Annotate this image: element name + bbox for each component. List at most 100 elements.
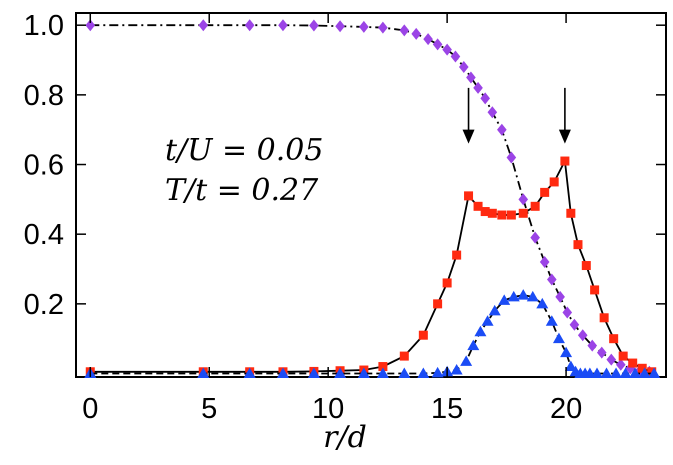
plot-border [75, 12, 667, 378]
y-tick-label: 0.2 [24, 289, 64, 321]
series-diamond [85, 19, 655, 378]
triangle-point [450, 364, 463, 375]
annotation-tt: T/t = 0.27 [165, 173, 319, 208]
diamond-point [466, 71, 476, 84]
square-point [378, 362, 388, 372]
triangle-point [648, 367, 661, 379]
square-point [590, 285, 600, 295]
square-point [609, 334, 619, 344]
square-point [464, 191, 474, 201]
square-point [433, 299, 443, 309]
diamond-point [518, 193, 529, 206]
diamond-point [480, 92, 490, 105]
diamond-point [606, 353, 617, 366]
square-point [418, 330, 428, 340]
square-point [452, 250, 462, 260]
square-point [549, 177, 559, 187]
triangle-point [357, 367, 370, 379]
x-tick-label: 10 [312, 393, 344, 425]
x-tick-label: 20 [550, 393, 582, 425]
diamond-point [596, 346, 607, 359]
triangle-point [600, 367, 613, 379]
diamond-point [423, 33, 433, 46]
triangle-point [526, 290, 539, 302]
square-point [618, 351, 628, 361]
triangle-point [552, 332, 565, 344]
diamond-point [530, 231, 540, 244]
triangle-point [638, 367, 651, 379]
square-point [566, 208, 576, 218]
diamond-point [359, 20, 369, 33]
triangle-point [536, 297, 549, 309]
series-layer [84, 19, 661, 379]
square-point [530, 201, 540, 211]
diamond-point [432, 38, 443, 51]
diamond-point [411, 27, 422, 40]
square-point [637, 363, 647, 373]
diamond-point [244, 19, 255, 32]
square-point [599, 313, 609, 323]
square-point [573, 240, 583, 250]
triangle-point [619, 367, 632, 379]
annotation-layer: t/U = 0.05 T/t = 0.27 [165, 87, 571, 208]
square-point [581, 261, 591, 271]
square-point [540, 187, 550, 197]
square-point [473, 201, 483, 211]
x-tick-label: 15 [431, 393, 463, 425]
diamond-point [85, 19, 96, 32]
triangle-point [334, 367, 347, 379]
diamond-point [378, 21, 388, 34]
ticks-layer: 0 5 10 15 20 0.2 0.4 0.6 0.8 1.0 [24, 10, 666, 425]
series-triangle [84, 289, 661, 379]
diamond-point [278, 19, 288, 32]
diamond-point [547, 273, 557, 286]
triangle-point [488, 304, 501, 316]
diamond-point [309, 19, 319, 32]
x-tick-label: 5 [201, 393, 217, 425]
square-point [399, 351, 409, 361]
triangle-point [431, 366, 444, 378]
triangle-point [398, 367, 411, 379]
square-point [560, 156, 570, 166]
triangle-point [629, 367, 642, 379]
triangle-point [460, 355, 473, 366]
diamond-point [577, 329, 588, 342]
diamond-point [450, 50, 461, 63]
triangle-point [545, 315, 558, 326]
triangle-point [307, 367, 320, 379]
arrow-head [462, 129, 475, 144]
triangle-point [474, 325, 487, 337]
diamond-point [539, 256, 550, 269]
y-tick-label: 0.6 [24, 150, 64, 182]
diamond-point [562, 306, 573, 319]
diamond-point [458, 60, 469, 73]
x-axis-label: r/d [323, 420, 367, 455]
diamond-point [587, 339, 598, 352]
y-tick-label: 1.0 [24, 10, 64, 42]
diamond-point [198, 19, 209, 32]
diamond-point [442, 43, 452, 56]
diamond-point [497, 123, 507, 136]
triangle-point [564, 360, 577, 372]
diamond-point [615, 358, 626, 371]
diamond-point [399, 24, 410, 37]
square-point [442, 278, 452, 288]
y-tick-label: 0.8 [24, 80, 64, 112]
diamond-point [569, 318, 580, 331]
series-line [90, 294, 655, 375]
triangle-point [276, 367, 289, 379]
triangle-point [507, 290, 520, 302]
triangle-point [417, 367, 430, 379]
diamond-point [555, 290, 565, 303]
diamond-point [473, 81, 483, 94]
series-line [90, 157, 653, 373]
square-point [487, 208, 497, 218]
triangle-point [591, 367, 604, 379]
triangle-point [610, 367, 623, 379]
square-point [497, 210, 507, 220]
triangle-point [560, 346, 573, 358]
plot-frame [75, 12, 667, 378]
triangle-point [376, 367, 389, 379]
x-tick-label: 0 [82, 393, 98, 425]
